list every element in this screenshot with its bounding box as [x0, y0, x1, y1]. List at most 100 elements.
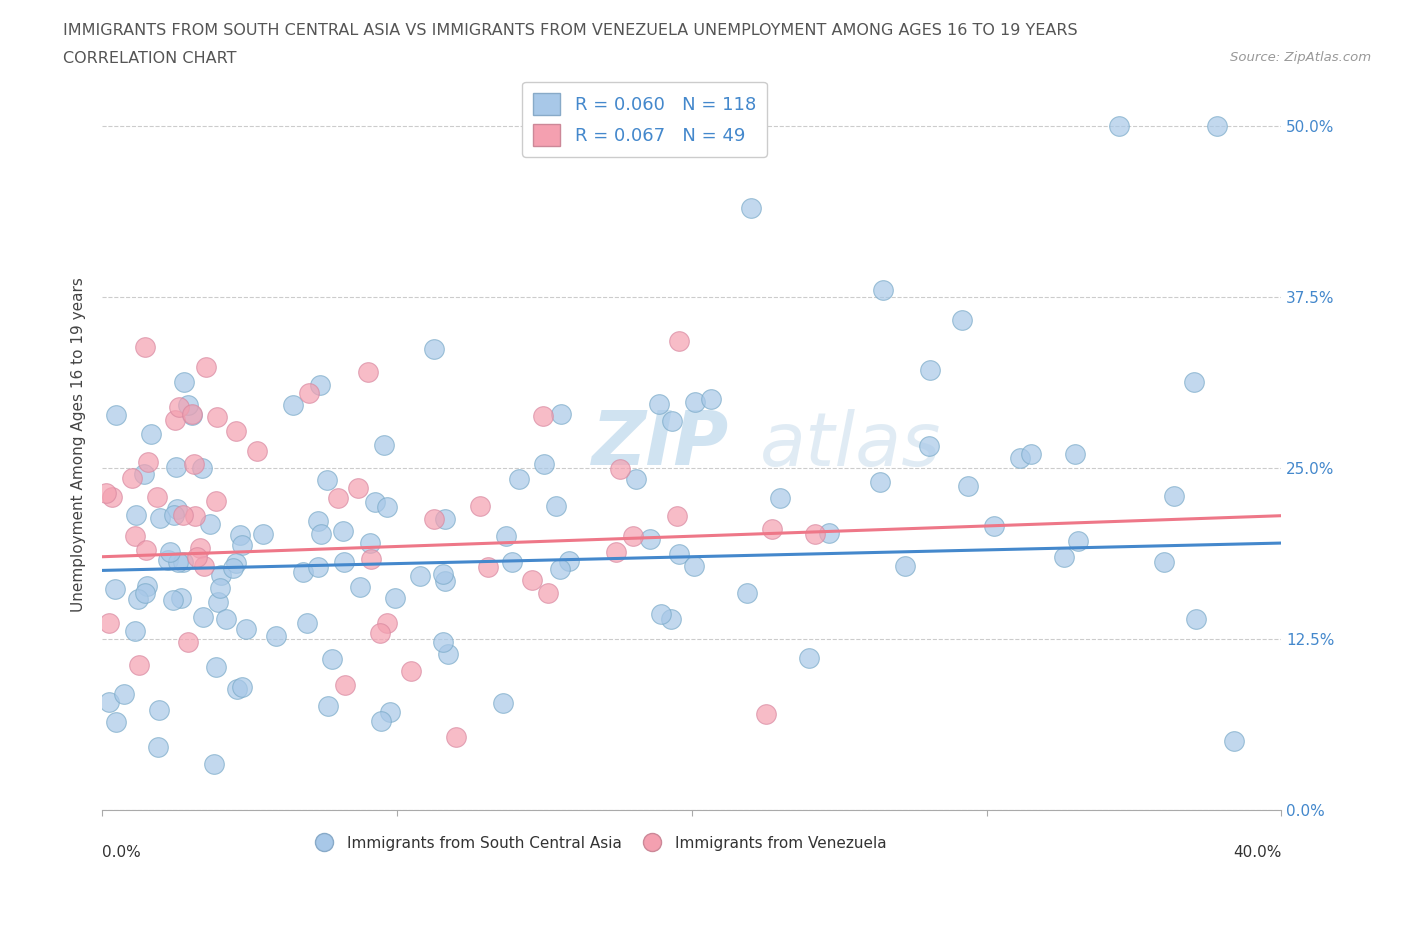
Point	[97, 695, 120, 710]
Point	[700, 392, 723, 406]
Point	[167, 400, 190, 415]
Point	[225, 681, 247, 696]
Point	[550, 407, 572, 422]
Point	[205, 410, 228, 425]
Point	[1019, 446, 1042, 461]
Point	[683, 394, 706, 409]
Point	[668, 334, 690, 349]
Point	[468, 498, 491, 513]
Point	[1153, 554, 1175, 569]
Point	[432, 634, 454, 649]
Point	[648, 396, 671, 411]
Point	[548, 562, 571, 577]
Point	[166, 555, 188, 570]
Point	[245, 444, 267, 458]
Point	[659, 611, 682, 626]
Point	[740, 201, 762, 216]
Point	[148, 703, 170, 718]
Point	[183, 509, 205, 524]
Point	[134, 586, 156, 601]
Point	[872, 283, 894, 298]
Point	[373, 438, 395, 453]
Point	[650, 606, 672, 621]
Point	[205, 660, 228, 675]
Point	[165, 412, 187, 427]
Point	[537, 585, 560, 600]
Point	[98, 616, 121, 631]
Point	[128, 658, 150, 672]
Point	[183, 457, 205, 472]
Point	[292, 565, 315, 579]
Point	[422, 512, 444, 526]
Point	[918, 438, 941, 453]
Point	[309, 526, 332, 541]
Point	[818, 525, 841, 540]
Point	[761, 522, 783, 537]
Point	[434, 512, 457, 526]
Point	[297, 615, 319, 630]
Point	[225, 556, 247, 571]
Text: 40.0%: 40.0%	[1233, 844, 1281, 860]
Point	[558, 553, 581, 568]
Point	[399, 663, 422, 678]
Point	[225, 423, 247, 438]
Point	[326, 490, 349, 505]
Point	[804, 527, 827, 542]
Text: ZIP: ZIP	[592, 408, 728, 482]
Point	[135, 578, 157, 593]
Y-axis label: Unemployment Among Ages 16 to 19 years: Unemployment Among Ages 16 to 19 years	[72, 277, 86, 612]
Point	[1205, 118, 1227, 133]
Point	[378, 704, 401, 719]
Point	[638, 531, 661, 546]
Point	[364, 494, 387, 509]
Legend: Immigrants from South Central Asia, Immigrants from Venezuela: Immigrants from South Central Asia, Immi…	[302, 830, 893, 857]
Point	[112, 686, 135, 701]
Point	[436, 647, 458, 662]
Text: Source: ZipAtlas.com: Source: ZipAtlas.com	[1230, 51, 1371, 64]
Point	[177, 634, 200, 649]
Point	[297, 385, 319, 400]
Point	[983, 519, 1005, 534]
Point	[166, 501, 188, 516]
Point	[191, 460, 214, 475]
Point	[307, 559, 329, 574]
Point	[146, 739, 169, 754]
Point	[195, 360, 218, 375]
Point	[432, 566, 454, 581]
Point	[368, 626, 391, 641]
Point	[1067, 534, 1090, 549]
Point	[132, 466, 155, 481]
Point	[209, 580, 232, 595]
Point	[193, 609, 215, 624]
Point	[477, 560, 499, 575]
Point	[125, 508, 148, 523]
Point	[139, 426, 162, 441]
Point	[231, 538, 253, 552]
Point	[754, 707, 776, 722]
Point	[501, 554, 523, 569]
Point	[307, 513, 329, 528]
Point	[333, 554, 356, 569]
Point	[508, 472, 530, 486]
Point	[159, 544, 181, 559]
Text: atlas: atlas	[761, 409, 942, 481]
Point	[215, 611, 238, 626]
Point	[318, 699, 340, 714]
Point	[165, 459, 187, 474]
Point	[799, 650, 821, 665]
Point	[950, 313, 973, 328]
Point	[333, 677, 356, 692]
Point	[177, 397, 200, 412]
Point	[609, 461, 631, 476]
Point	[661, 414, 683, 429]
Point	[360, 551, 382, 566]
Point	[735, 585, 758, 600]
Point	[308, 378, 330, 392]
Point	[101, 489, 124, 504]
Point	[533, 457, 555, 472]
Point	[444, 730, 467, 745]
Point	[264, 629, 287, 644]
Point	[1163, 489, 1185, 504]
Point	[136, 455, 159, 470]
Point	[918, 363, 941, 378]
